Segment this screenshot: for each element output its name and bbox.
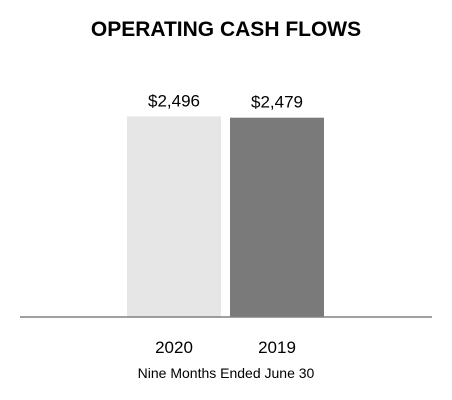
data-label-2020: $2,496 [148,91,200,110]
x-tick-labels-layer: 2020 2019 [155,338,296,357]
x-tick-label-2020: 2020 [155,338,193,357]
bar-2019 [230,117,324,317]
data-label-2019: $2,479 [251,93,303,112]
bars-layer [127,116,324,318]
x-axis-label: Nine Months Ended June 30 [138,365,315,381]
x-tick-label-2019: 2019 [258,338,296,357]
chart-title: OPERATING CASH FLOWS [91,18,361,41]
data-labels-layer: $2,496 $2,479 [148,91,303,111]
bar-2020 [127,116,221,318]
